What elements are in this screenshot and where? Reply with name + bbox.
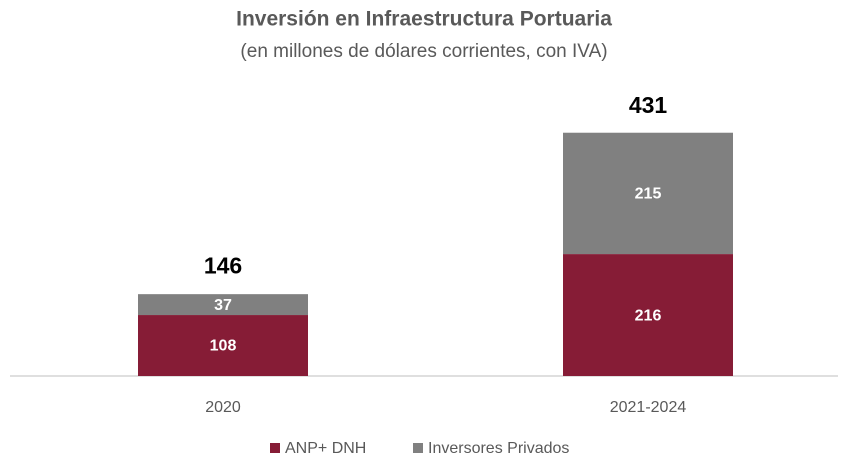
- x-tick-label: 2020: [205, 399, 241, 416]
- total-label: 146: [204, 253, 242, 279]
- total-label: 431: [629, 92, 668, 118]
- chart-subtitle: (en millones de dólares corrientes, con …: [240, 41, 607, 62]
- data-label: 216: [635, 307, 662, 324]
- legend-label: ANP+ DNH: [285, 440, 366, 457]
- legend-label: Inversores Privados: [428, 440, 569, 457]
- bar-segment: [563, 132, 733, 255]
- bar-segment: [563, 254, 733, 376]
- chart-title: Inversión en Infraestructura Portuaria: [236, 8, 612, 31]
- data-label: 37: [214, 297, 232, 314]
- data-label: 215: [635, 186, 662, 203]
- legend-swatch: [270, 443, 280, 453]
- x-tick-label: 2021-2024: [610, 399, 687, 416]
- data-label: 108: [210, 338, 237, 355]
- bar-segment: [138, 294, 308, 316]
- bar-segment: [138, 315, 308, 376]
- legend-swatch: [413, 443, 423, 453]
